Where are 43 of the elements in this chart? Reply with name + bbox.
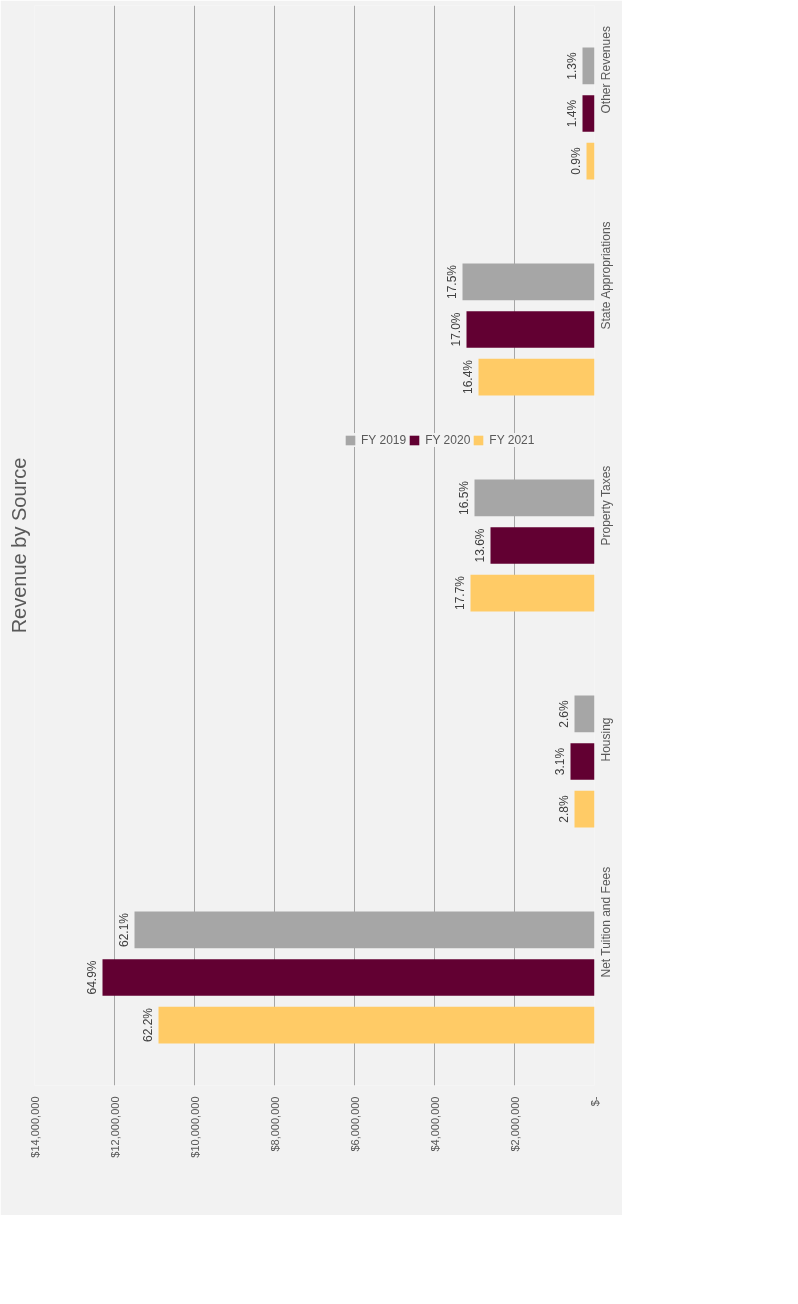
- annotation: 16.5%: [456, 480, 471, 515]
- legend-label: FY 2020: [425, 433, 471, 447]
- x-tick-label: $10,000,000: [188, 1096, 201, 1158]
- bar: [582, 47, 595, 85]
- bar: [574, 695, 595, 733]
- annotation: 17.7%: [452, 575, 467, 611]
- annotation: 17.0%: [448, 312, 463, 347]
- bar: [478, 358, 595, 396]
- annotation: 0.9%: [568, 147, 583, 175]
- bar: [158, 1006, 595, 1044]
- annotation: 3.1%: [552, 747, 567, 776]
- x-tick-label: $6,000,000: [348, 1096, 361, 1152]
- x-tick-label: $14,000,000: [28, 1096, 41, 1158]
- x-tick-label: $8,000,000: [268, 1096, 281, 1152]
- y-tick-label: Other Revenues: [598, 26, 613, 114]
- bar: [102, 959, 595, 996]
- bar: [574, 790, 595, 828]
- y-tick-label: Property Taxes: [598, 465, 613, 546]
- annotation: 64.9%: [84, 960, 99, 995]
- x-tick-label: $-: [588, 1096, 601, 1107]
- annotation: 62.2%: [140, 1007, 155, 1043]
- annotation: 1.4%: [564, 99, 579, 128]
- x-tick-label: $2,000,000: [508, 1096, 521, 1152]
- y-tick-label: Net Tuition and Fees: [598, 866, 613, 978]
- annotation: 2.8%: [556, 795, 571, 823]
- annotation: 62.1%: [116, 912, 131, 947]
- annotation: 17.5%: [444, 264, 459, 299]
- legend-label: FY 2021: [489, 433, 535, 447]
- annotation: 2.6%: [556, 699, 571, 728]
- x-tick-label: $12,000,000: [108, 1096, 121, 1158]
- y-tick-label: State Appropriations: [598, 221, 613, 330]
- annotation: 13.6%: [472, 528, 487, 563]
- bar: [490, 527, 595, 564]
- annotation: 16.4%: [460, 359, 475, 395]
- bar: [466, 311, 595, 348]
- legend-label: FY 2019: [361, 433, 407, 447]
- text: Revenue by Source: [7, 457, 30, 634]
- bar: [570, 743, 595, 780]
- bar: [470, 574, 595, 612]
- annotation: 1.3%: [564, 51, 579, 80]
- y-tick-label: Housing: [598, 717, 613, 762]
- bar: [582, 95, 595, 132]
- x-tick-label: $4,000,000: [428, 1096, 441, 1152]
